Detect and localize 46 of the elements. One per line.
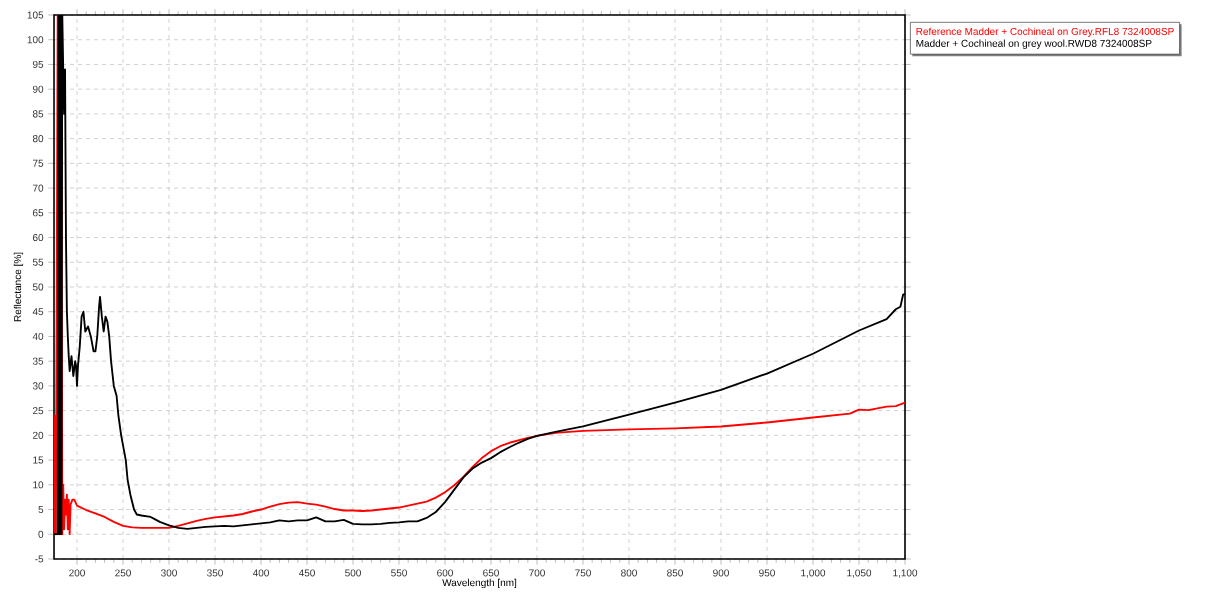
x-tick-label: 250 — [115, 569, 131, 577]
y-tick-label: 45 — [32, 308, 44, 316]
x-tick-label: 650 — [483, 569, 499, 577]
y-tick-label: 30 — [32, 382, 44, 390]
x-tick-label: 700 — [529, 569, 545, 577]
x-tick-label: 300 — [161, 569, 177, 577]
x-tick-label: 850 — [667, 569, 683, 577]
y-tick-label: 35 — [32, 357, 44, 365]
y-tick-label: 40 — [32, 332, 44, 340]
y-tick-label: 80 — [32, 135, 44, 143]
y-tick-label: 10 — [33, 481, 44, 489]
x-tick-label: 450 — [298, 569, 315, 577]
x-tick-label: 950 — [759, 569, 775, 577]
x-axis-title: Wavelength [nm] — [442, 578, 517, 589]
x-tick-label: 200 — [69, 569, 85, 577]
y-tick-label: 0 — [38, 530, 44, 538]
x-tick-label: 750 — [575, 569, 591, 577]
x-tick-label: 500 — [345, 569, 361, 577]
text: Madder + Cochineal on grey wool.RWD8 7324008SP — [916, 39, 1152, 49]
x-tick-label: 1,050 — [847, 569, 872, 578]
y-tick-label: 55 — [32, 258, 44, 266]
y-tick-label: 90 — [32, 85, 44, 93]
y-tick-label: 5 — [38, 506, 44, 514]
y-tick-label: 75 — [33, 159, 44, 167]
y-tick-label: 70 — [33, 184, 44, 192]
y-tick-label: 50 — [32, 283, 44, 291]
y-tick-label: 65 — [32, 209, 44, 217]
y-tick-label: 100 — [27, 36, 44, 44]
y-tick-label: 25 — [32, 407, 44, 415]
y-tick-label: -5 — [35, 555, 44, 563]
y-tick-label: 95 — [32, 60, 44, 68]
x-tick-label: 600 — [437, 569, 453, 577]
y-axis-title: Reflectance [%] — [13, 252, 24, 322]
x-tick-label: 800 — [621, 569, 637, 577]
x-tick-label: 900 — [713, 569, 729, 577]
x-tick-label: 400 — [252, 569, 269, 577]
y-tick-label: 20 — [32, 431, 44, 439]
x-tick-label: 1,100 — [893, 569, 918, 578]
x-tick-label: 1,000 — [801, 569, 826, 578]
y-tick-label: 105 — [27, 11, 44, 19]
x-tick-label: 550 — [391, 569, 407, 577]
text: Reference Madder + Cochineal on Grey.RFL8 7324008SP — [916, 27, 1174, 37]
x-tick-label: 350 — [207, 569, 223, 577]
y-tick-label: 85 — [32, 110, 44, 118]
y-tick-label: 60 — [32, 233, 44, 242]
y-tick-label: 15 — [33, 456, 44, 464]
